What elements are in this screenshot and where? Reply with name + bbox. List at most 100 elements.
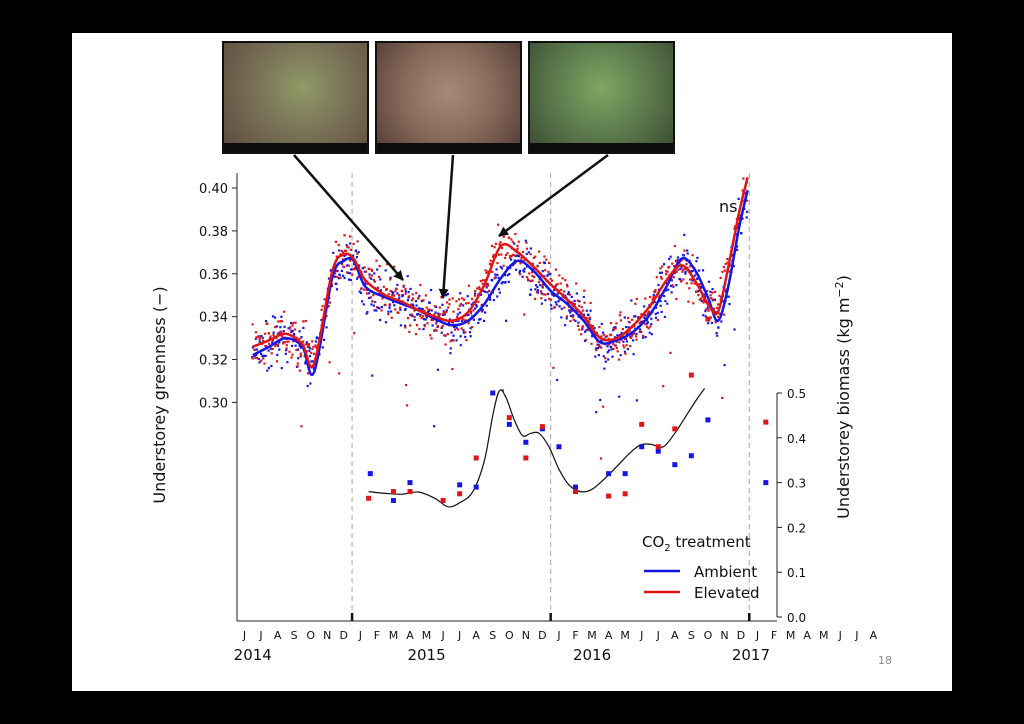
ambient-greenness-point (519, 269, 522, 272)
ambient-greenness-point (663, 263, 666, 266)
elevated-greenness-point (610, 333, 613, 337)
ambient-greenness-point (428, 301, 431, 304)
ambient-greenness-point (352, 254, 355, 257)
ambient-greenness-point (622, 340, 625, 343)
elevated-greenness-point (451, 367, 454, 371)
ambient-greenness-point (599, 398, 602, 402)
elevated-greenness-point (612, 328, 615, 331)
ambient-greenness-point (271, 315, 275, 318)
elevated-greenness-point (393, 265, 396, 268)
elevated-greenness-point (689, 278, 692, 281)
left-tick-label: 0.32 (199, 354, 228, 369)
ambient-greenness-point (596, 346, 599, 350)
elevated-greenness-point (555, 283, 558, 286)
elevated-greenness-point (444, 343, 447, 346)
ambient-greenness-point (396, 283, 399, 286)
right-tick-label: 0.4 (787, 432, 806, 446)
ambient-greenness-point (462, 304, 465, 307)
elevated-greenness-point (290, 356, 293, 359)
ambient-greenness-point (582, 313, 585, 316)
ambient-greenness-point (593, 327, 596, 330)
ambient-greenness-point (737, 197, 740, 200)
ambient-greenness-point (255, 348, 258, 351)
elevated-greenness-point (669, 351, 672, 354)
ambient-greenness-point (715, 332, 718, 335)
elevated-greenness-point (714, 290, 717, 293)
ambient-biomass-point (523, 439, 529, 445)
ambient-greenness-point (314, 340, 317, 343)
ambient-greenness-point (279, 326, 282, 329)
elevated-greenness-point (714, 321, 717, 324)
ambient-greenness-point (615, 340, 618, 343)
legend-title: CO2 treatment (642, 533, 751, 554)
ambient-greenness-point (332, 251, 335, 254)
elevated-greenness-point (583, 289, 586, 292)
elevated-greenness-point (388, 303, 391, 306)
month-label: N (323, 629, 331, 642)
elevated-greenness-point (589, 301, 592, 304)
elevated-greenness-point (614, 327, 617, 330)
elevated-greenness-point (702, 298, 706, 301)
elevated-biomass-point (457, 491, 463, 497)
elevated-greenness-point (565, 315, 568, 318)
ambient-greenness-point (398, 296, 401, 299)
elevated-greenness-point (284, 341, 287, 344)
ambient-greenness-point (306, 384, 309, 388)
elevated-greenness-point (690, 282, 693, 285)
ambient-greenness-point (479, 318, 482, 321)
elevated-greenness-point (548, 297, 551, 300)
elevated-greenness-point (430, 337, 433, 340)
elevated-greenness-point (365, 288, 368, 292)
month-label: M (819, 629, 829, 642)
ambient-greenness-point (675, 284, 678, 287)
ambient-greenness-point (549, 272, 552, 275)
elevated-greenness-point (733, 225, 737, 228)
elevated-greenness-point (671, 262, 674, 265)
ambient-greenness-point (260, 335, 263, 338)
ambient-greenness-point (635, 332, 638, 335)
elevated-greenness-point (410, 299, 414, 302)
ambient-greenness-point (411, 314, 414, 317)
elevated-greenness-point (406, 404, 409, 407)
elevated-greenness-point (265, 322, 268, 325)
ambient-greenness-point (517, 255, 521, 258)
ambient-greenness-point (336, 269, 339, 273)
ambient-greenness-point (541, 270, 544, 273)
ambient-greenness-point (547, 292, 550, 295)
elevated-greenness-point (662, 385, 665, 388)
elevated-greenness-point (719, 276, 722, 279)
ambient-greenness-point (287, 327, 290, 330)
ambient-greenness-point (449, 352, 452, 355)
left-tick-label: 0.30 (199, 396, 228, 411)
ambient-greenness-point (404, 290, 407, 293)
elevated-greenness-point (415, 292, 418, 295)
elevated-greenness-point (402, 284, 405, 287)
elevated-greenness-point (652, 296, 655, 299)
ambient-greenness-point (644, 314, 647, 317)
ambient-greenness-point (619, 354, 622, 357)
elevated-greenness-point (400, 289, 403, 292)
elevated-greenness-point (712, 309, 716, 312)
ambient-greenness-point (267, 366, 270, 370)
elevated-greenness-point (506, 252, 509, 255)
elevated-greenness-point (497, 223, 500, 226)
elevated-greenness-point (464, 319, 467, 322)
ambient-greenness-point (711, 288, 714, 291)
ambient-greenness-point (577, 321, 580, 324)
elevated-greenness-point (433, 305, 437, 308)
elevated-greenness-point (260, 359, 263, 362)
elevated-greenness-point (542, 293, 545, 296)
ambient-greenness-point (625, 340, 628, 343)
elevated-greenness-point (632, 332, 635, 335)
ambient-greenness-point (728, 303, 731, 306)
elevated-greenness-point (422, 299, 425, 302)
elevated-greenness-line (252, 177, 749, 368)
ambient-greenness-point (625, 337, 628, 340)
elevated-greenness-point (300, 425, 303, 428)
elevated-greenness-point (523, 313, 526, 316)
elevated-greenness-point (431, 318, 435, 322)
ambient-greenness-point (305, 341, 308, 344)
ambient-greenness-point (412, 304, 415, 307)
elevated-greenness-point (377, 275, 381, 279)
ambient-greenness-point (495, 268, 498, 271)
